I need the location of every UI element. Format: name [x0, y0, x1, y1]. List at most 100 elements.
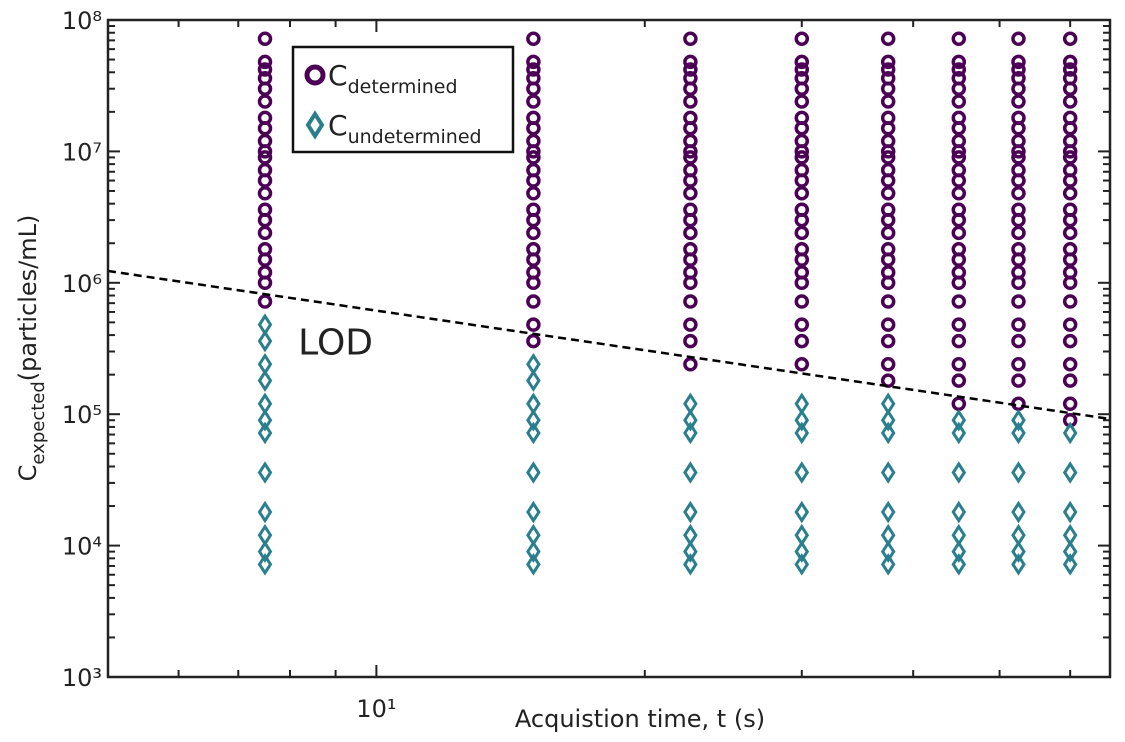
point: [794, 553, 810, 576]
point: [683, 54, 698, 70]
point: [683, 62, 698, 77]
point: [951, 94, 967, 109]
x-tick-label: 10¹: [356, 695, 396, 723]
point: [1062, 396, 1078, 412]
point: [951, 333, 967, 349]
point: [526, 121, 541, 136]
point: [880, 173, 896, 188]
point: [526, 186, 541, 201]
point: [683, 461, 698, 484]
legend-box: [291, 45, 515, 154]
point: [683, 252, 698, 267]
point: [794, 173, 810, 188]
point: [1011, 275, 1026, 291]
point: [526, 553, 541, 576]
x-axis-label: Acquistion time, t (s): [515, 705, 765, 733]
y-axis-label-rest: (particles/mL): [14, 215, 42, 382]
point: [257, 553, 273, 576]
point: [683, 225, 698, 241]
point: [794, 317, 810, 332]
point: [951, 275, 967, 291]
point: [1062, 373, 1078, 388]
point: [526, 294, 541, 309]
point: [683, 186, 698, 201]
point: [683, 275, 698, 291]
y-tick-label: 10⁶: [62, 270, 102, 298]
point: [1011, 500, 1026, 524]
point: [1062, 225, 1078, 241]
point: [257, 408, 273, 432]
point: [794, 54, 810, 70]
point: [880, 275, 896, 291]
point: [1062, 212, 1078, 228]
point: [1062, 356, 1078, 372]
point: [257, 121, 273, 136]
point: [526, 461, 541, 484]
point: [1062, 333, 1078, 349]
point: [1062, 540, 1078, 563]
point: [526, 540, 541, 563]
point: [794, 421, 810, 445]
point: [1011, 356, 1026, 372]
point: [880, 186, 896, 201]
point: [880, 252, 896, 267]
plot-area: [108, 31, 1110, 576]
point: [1062, 252, 1078, 267]
legend-marker: [304, 64, 326, 86]
y-tick-label: 10⁷: [62, 138, 102, 166]
point: [257, 275, 273, 291]
point: [880, 212, 896, 228]
point: [951, 225, 967, 241]
point: [257, 294, 273, 309]
point: [683, 540, 698, 563]
legend-label-main: C: [328, 59, 348, 92]
point: [880, 461, 896, 484]
legend-label-sub: undetermined: [348, 126, 482, 148]
point: [257, 212, 273, 228]
point: [683, 317, 698, 332]
legend-marker: [305, 110, 325, 140]
point: [1062, 317, 1078, 332]
point: [794, 186, 810, 201]
point: [880, 54, 896, 70]
point: [683, 31, 698, 46]
point: [794, 333, 810, 349]
point: [880, 373, 896, 388]
point: [526, 317, 541, 332]
point: [1011, 333, 1026, 349]
point: [526, 225, 541, 241]
point: [1011, 317, 1026, 332]
point: [257, 329, 273, 353]
point: [257, 225, 273, 241]
point: [880, 225, 896, 241]
point: [951, 461, 967, 484]
point: [794, 252, 810, 267]
point: [526, 144, 541, 159]
point: [1011, 408, 1026, 432]
y-tick-label: 10⁴: [62, 533, 102, 561]
point: [880, 121, 896, 136]
point: [257, 173, 273, 188]
point: [1062, 173, 1078, 188]
point: [880, 540, 896, 563]
point: [1011, 421, 1026, 445]
point: [1062, 421, 1078, 445]
point: [794, 294, 810, 309]
legend-label: Cdetermined: [328, 59, 458, 98]
point: [257, 421, 273, 445]
point: [794, 31, 810, 46]
point: [1062, 121, 1078, 136]
point: [1011, 225, 1026, 241]
point: [257, 54, 273, 70]
point: [880, 421, 896, 445]
legend-label: Cundetermined: [328, 109, 482, 148]
point: [1011, 252, 1026, 267]
point: [794, 62, 810, 77]
point: [526, 212, 541, 228]
point: [951, 62, 967, 77]
point: [257, 461, 273, 484]
annotation: LOD: [298, 323, 373, 364]
point: [683, 144, 698, 159]
point: [526, 62, 541, 77]
